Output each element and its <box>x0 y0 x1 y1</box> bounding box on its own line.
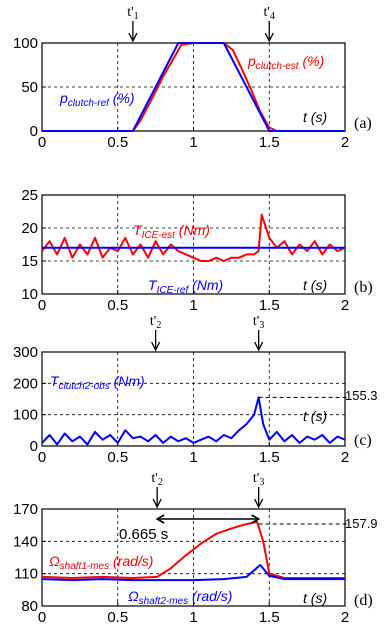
panel-d-y-tick-label: 140 <box>13 533 38 550</box>
panel-c-y-tick-label: 100 <box>13 407 38 424</box>
panel-c-y-tick-label: 0 <box>30 438 38 455</box>
panel-c-x-tick-label: 0 <box>38 449 46 466</box>
panel-d-duration-arrowhead-left <box>155 514 165 524</box>
panel-c-x-tick-label: 2 <box>341 449 349 466</box>
panel-d-duration-label: 0.665 s <box>119 526 168 543</box>
panel-b-y-tick-label: 10 <box>21 286 38 303</box>
panel-a-legend-est: pclutch-est (%) <box>247 53 324 72</box>
panel-c-marker-arrowhead <box>151 341 161 352</box>
panel-c-y-tick-label: 300 <box>13 344 38 361</box>
panel-b-legend-est: TICE-est (Nm) <box>133 222 210 241</box>
panel-a-series-clutch-ref-line <box>42 42 345 132</box>
panel-a-x-tick-label: 0.5 <box>107 134 128 151</box>
panel-d-y-tick-label: 110 <box>14 566 38 583</box>
panel-a-tag: (a) <box>354 115 372 132</box>
panel-d-y-tick-label: 170 <box>13 501 38 518</box>
panel-a-x-tick-label: 2 <box>341 134 349 151</box>
panel-c: 0 0.5 1 1.5 2 0 100 200 300 Tclutch2-obs (Nm) 15… <box>13 344 378 466</box>
panel-c-marker-label: t'3 <box>253 314 264 331</box>
panel-a-plot: 0 0.5 1 1.5 2 0 50 100 <box>13 35 349 151</box>
panel-c-y-tick-label: 200 <box>13 375 38 392</box>
panel-d-series-shaft2-mes-line <box>41 564 345 582</box>
panel-d-x-tick-label: 2 <box>341 609 349 626</box>
panel-a-x-tick-label: 0 <box>38 134 46 151</box>
panel-b-x-tick-label: 1 <box>189 297 197 314</box>
panel-b-series-ICE-est-line <box>41 213 346 262</box>
panel-a: 0 0.5 1 1.5 2 0 50 100 pclutch-est (%) pclutch-… <box>13 35 372 151</box>
panel-a-t-unit: t (s) <box>303 109 327 125</box>
panel-d-x-tick-label: 1 <box>189 609 197 626</box>
panel-b: 0 0.5 1 1.5 2 10 15 20 25 TICE-est (Nm) TICE-ref… <box>21 187 372 314</box>
panel-c-t-unit: t (s) <box>303 408 327 424</box>
panel-d-marker-arrowhead <box>254 498 264 509</box>
panel-c-x-tick-label: 1.5 <box>259 449 280 466</box>
panel-d-x-tick-label: 1.5 <box>259 609 280 626</box>
panel-d: 0 0.5 1 1.5 2 80 110 140 170 0.665 s 157.9 Ωshaf… <box>13 501 378 626</box>
panel-d-marker-arrowhead <box>152 498 162 509</box>
panel-a-marker-arrowhead <box>128 32 138 43</box>
panel-a-marker-label: t'4 <box>264 5 275 22</box>
panel-d-t-unit: t (s) <box>303 590 327 606</box>
panel-c-plot: 0 0.5 1 1.5 2 0 100 200 300 <box>13 344 349 466</box>
panel-c-marker-arrowhead <box>254 341 264 352</box>
panel-a-legend-ref: pclutch-ref (%) <box>59 90 135 109</box>
panel-a-marker-label: t'1 <box>127 5 138 22</box>
panel-a-y-tick-label: 0 <box>30 123 38 140</box>
panel-d-tag: (d) <box>354 592 373 609</box>
panel-c-x-tick-label: 1 <box>189 449 197 466</box>
panel-a-marker-arrowhead <box>264 32 274 43</box>
panel-a-x-tick-label: 1 <box>189 134 197 151</box>
panel-b-x-tick-label: 0 <box>38 297 46 314</box>
panel-d-duration-arrowhead-right <box>251 514 261 524</box>
panel-c-x-tick-label: 0.5 <box>107 449 128 466</box>
panel-b-x-tick-label: 1.5 <box>259 297 280 314</box>
panel-b-legend-ref: TICE-ref (Nm) <box>148 277 223 296</box>
panel-d-peak-label: 157.9 <box>345 516 378 531</box>
panel-d-marker-label: t'3 <box>253 471 264 488</box>
panel-c-series-clutch2-obs-line <box>41 396 346 446</box>
panel-b-y-tick-label: 15 <box>21 253 38 270</box>
panel-a-x-tick-label: 1.5 <box>259 134 280 151</box>
panel-c-peak-label: 155.3 <box>345 388 378 403</box>
panel-b-x-tick-label: 0.5 <box>107 297 128 314</box>
panel-d-series-shaft1-mes-line <box>41 521 345 579</box>
panel-b-plot: 0 0.5 1 1.5 2 10 15 20 25 <box>21 187 349 314</box>
panel-b-y-tick-label: 25 <box>21 187 38 204</box>
panel-c-marker-label: t'2 <box>150 314 161 331</box>
panel-d-x-tick-label: 0.5 <box>107 609 128 626</box>
panel-c-legend: Tclutch2-obs (Nm) <box>50 373 145 392</box>
panel-d-plot: 0 0.5 1 1.5 2 80 110 140 170 <box>13 501 349 626</box>
panel-d-legend-2: Ωshaft2-mes (rad/s) <box>128 588 232 607</box>
panel-b-y-tick-label: 20 <box>21 220 38 237</box>
panel-b-tag: (b) <box>354 279 373 296</box>
panel-d-x-tick-label: 0 <box>38 609 46 626</box>
panel-a-y-tick-label: 100 <box>13 35 38 52</box>
panel-d-legend-1: Ωshaft1-mes (rad/s) <box>49 553 153 572</box>
panel-b-x-tick-label: 2 <box>341 297 349 314</box>
panel-b-t-unit: t (s) <box>303 277 327 293</box>
panel-c-tag: (c) <box>354 432 372 449</box>
panel-d-y-tick-label: 80 <box>21 598 38 615</box>
panel-a-y-tick-label: 50 <box>21 79 38 96</box>
panel-d-marker-label: t'2 <box>151 471 162 488</box>
